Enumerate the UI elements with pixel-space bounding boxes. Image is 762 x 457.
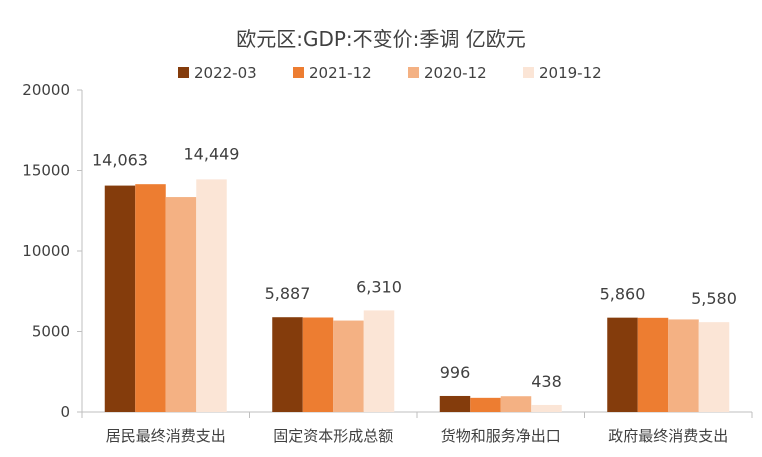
- legend-swatch-2020-12: [408, 67, 419, 78]
- y-tick-label: 5000: [32, 323, 70, 341]
- bars: [104, 179, 730, 412]
- y-tick-label: 20000: [22, 81, 70, 99]
- bar-2019-12-3: [698, 322, 730, 412]
- legend-label-2019-12: 2019-12: [539, 64, 602, 82]
- y-tick-label: 0: [60, 403, 70, 421]
- bar-2022-03-1: [272, 317, 303, 412]
- data-label: 14,449: [184, 144, 240, 163]
- data-label: 6,310: [356, 277, 402, 296]
- chart-title: 欧元区:GDP:不变价:季调 亿欧元: [236, 27, 526, 51]
- data-label: 996: [440, 363, 471, 382]
- data-label: 5,860: [600, 285, 646, 304]
- legend-label-2020-12: 2020-12: [424, 64, 487, 82]
- category-label: 固定资本形成总额: [273, 427, 393, 445]
- legend-swatch-2019-12: [523, 67, 534, 78]
- bar-2020-12-2: [500, 396, 532, 412]
- axes: 0 5000 10000 15000 20000 居民最终消费支出 固定资本形成总额 货物和服…: [22, 81, 753, 445]
- legend-label-2022-03: 2022-03: [194, 64, 257, 82]
- y-tick-label: 10000: [22, 242, 70, 260]
- bar-2019-12-0: [196, 179, 227, 412]
- category-label: 政府最终消费支出: [608, 427, 728, 445]
- bar-2020-12-1: [333, 320, 364, 412]
- data-label: 5,887: [265, 284, 311, 303]
- data-labels: 14,063 14,449 5,887 6,310 996 438 5,860 5,580: [92, 144, 737, 391]
- bar-2019-12-1: [363, 310, 395, 412]
- data-label: 5,580: [691, 289, 737, 308]
- y-tick-label: 15000: [22, 162, 70, 180]
- bar-2021-12-0: [135, 184, 166, 412]
- legend: 2022-03 2021-12 2020-12 2019-12: [178, 64, 602, 82]
- bar-2021-12-1: [302, 317, 334, 412]
- bar-2021-12-3: [637, 317, 669, 412]
- legend-swatch-2022-03: [178, 67, 189, 78]
- legend-label-2021-12: 2021-12: [309, 64, 372, 82]
- bar-2019-12-2: [531, 404, 562, 412]
- data-label: 14,063: [92, 151, 148, 170]
- bar-2022-03-0: [104, 185, 136, 412]
- bar-2021-12-2: [470, 397, 501, 412]
- data-label: 438: [531, 372, 562, 391]
- category-label: 货物和服务净出口: [441, 427, 561, 445]
- bar-2022-03-3: [607, 317, 638, 412]
- bar-2020-12-0: [165, 197, 197, 412]
- category-label: 居民最终消费支出: [106, 427, 226, 445]
- legend-swatch-2021-12: [293, 67, 304, 78]
- bar-2020-12-3: [668, 319, 699, 412]
- bar-2022-03-2: [439, 395, 471, 412]
